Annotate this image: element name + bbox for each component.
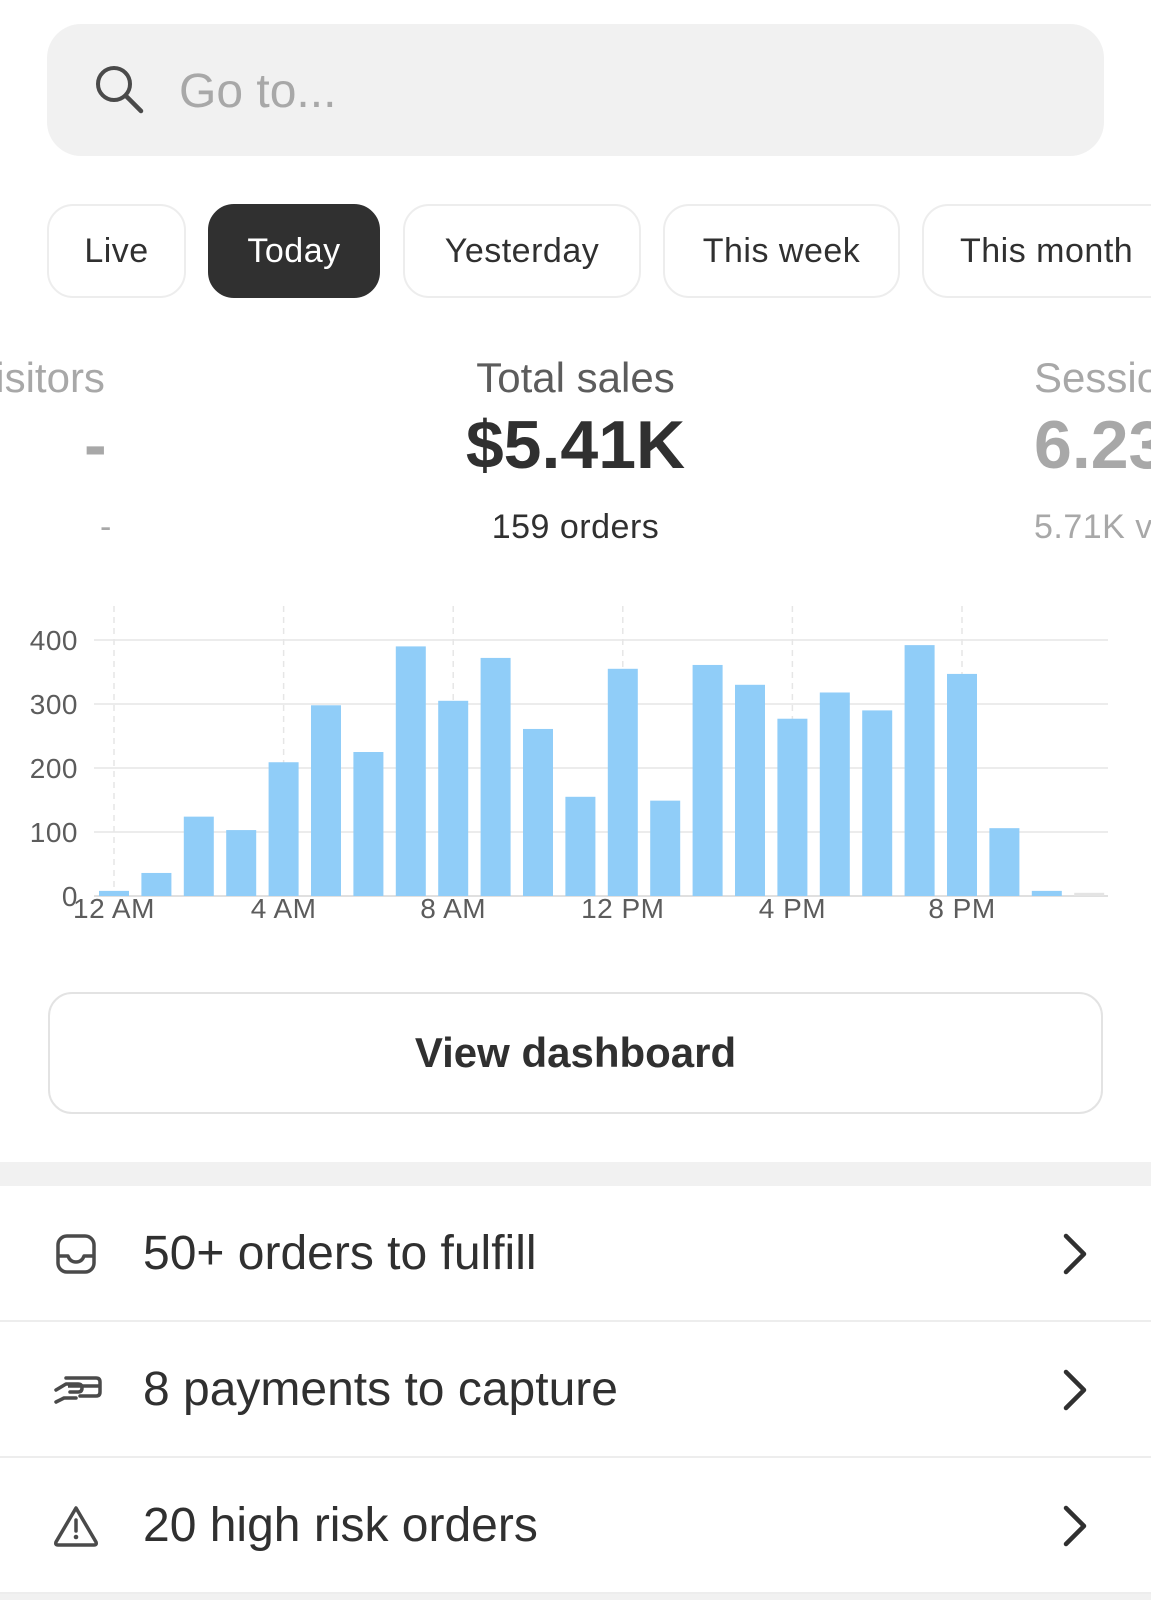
payment-icon [54, 1376, 102, 1404]
y-tick-label: 0 [62, 881, 78, 912]
metric-total-sales-label: Total sales [476, 354, 675, 401]
filter-this-month[interactable]: This month [922, 204, 1151, 298]
task-orders-to-fulfill[interactable]: 50+ orders to fulfill [0, 1186, 1151, 1322]
y-tick-label: 400 [30, 625, 78, 656]
filter-this-week[interactable]: This week [663, 204, 900, 298]
metric-total-sales-value: $5.41K [465, 407, 686, 483]
bar-12-pm[interactable] [607, 668, 638, 896]
metrics-carousel[interactable]: Visitors - - Total sales $5.41K 159 orde… [0, 340, 1151, 560]
metric-sessions-value: 6.23 [1034, 407, 1151, 483]
bar-1-pm[interactable] [650, 800, 681, 896]
bar-5-pm[interactable] [819, 692, 850, 896]
filter-live[interactable]: Live [47, 204, 186, 298]
bar-2-pm[interactable] [692, 664, 723, 896]
y-tick-label: 100 [30, 817, 78, 848]
view-dashboard-button[interactable]: View dashboard [48, 992, 1103, 1114]
bar-5-am[interactable] [311, 705, 341, 896]
task-label: 8 payments to capture [143, 1362, 618, 1416]
bar-2-am[interactable] [183, 816, 214, 896]
section-divider [0, 1162, 1151, 1186]
bar-11-pm[interactable] [1074, 892, 1105, 896]
filter-yesterday[interactable]: Yesterday [403, 204, 641, 298]
alert-triangle-icon [54, 1506, 98, 1547]
metric-sessions-sub: 5.71K v [1034, 508, 1151, 546]
bar-12-am[interactable] [99, 890, 129, 896]
chevron-right-icon [1063, 1369, 1087, 1411]
y-tick-label: 200 [30, 753, 78, 784]
bar-9-pm[interactable] [989, 828, 1020, 896]
filter-today[interactable]: Today [208, 204, 380, 298]
bar-10-am[interactable] [523, 728, 553, 896]
x-tick-label: 4 PM [759, 893, 826, 924]
task-label: 50+ orders to fulfill [143, 1226, 537, 1280]
x-tick-label: 4 AM [251, 893, 317, 924]
bar-11-am[interactable] [565, 796, 596, 896]
bar-7-pm[interactable] [904, 645, 935, 896]
bar-3-am[interactable] [226, 830, 257, 896]
bar-4-am[interactable] [268, 762, 299, 896]
metric-visitors-label: Visitors [0, 354, 105, 401]
bar-8-pm[interactable] [947, 673, 977, 896]
task-high-risk-orders[interactable]: 20 high risk orders [0, 1458, 1151, 1594]
x-tick-label: 8 PM [928, 893, 995, 924]
x-tick-label: 12 PM [581, 893, 664, 924]
bar-8-am[interactable] [438, 700, 469, 896]
x-tick-label: 8 AM [420, 893, 486, 924]
bar-6-pm[interactable] [862, 710, 893, 896]
bar-1-am[interactable] [141, 872, 172, 896]
x-tick-label: 12 AM [73, 893, 155, 924]
bar-7-am[interactable] [395, 646, 426, 896]
y-tick-label: 300 [30, 689, 78, 720]
chevron-right-icon [1063, 1233, 1087, 1275]
search-icon [96, 66, 144, 114]
bar-6-am[interactable] [353, 752, 384, 896]
metric-visitors-value: - [84, 407, 107, 483]
metric-sessions-label: Sessions [1034, 354, 1151, 401]
task-payments-to-capture[interactable]: 8 payments to capture [0, 1322, 1151, 1458]
bar-10-pm[interactable] [1031, 890, 1062, 896]
bottom-band [0, 1594, 1151, 1600]
search-bar[interactable] [47, 24, 1104, 156]
chevron-right-icon [1063, 1505, 1087, 1547]
task-label: 20 high risk orders [143, 1498, 538, 1552]
sales-bar-chart: 0 100 200 300 400 12 AM 4 AM 8 AM 12 PM 4 PM 8 PM [30, 606, 1108, 924]
metric-visitors-sub: - [100, 508, 112, 546]
bar-3-pm[interactable] [735, 684, 765, 896]
search-input[interactable] [177, 50, 1041, 132]
bar-4-pm[interactable] [777, 718, 808, 896]
inbox-icon [56, 1234, 96, 1274]
metric-total-sales-sub: 159 orders [491, 508, 660, 546]
bar-9-am[interactable] [480, 657, 511, 896]
